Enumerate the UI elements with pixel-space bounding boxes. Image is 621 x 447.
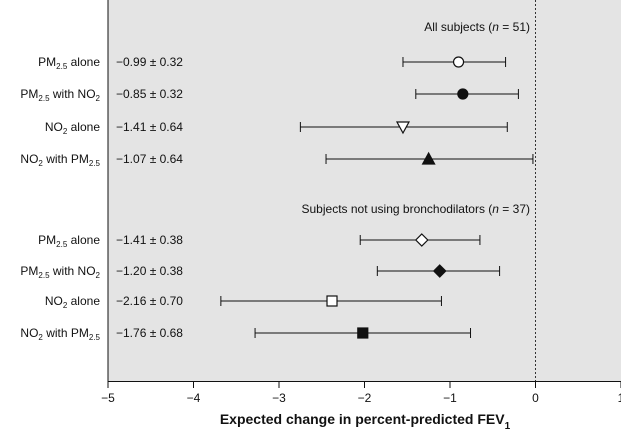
estimate-value: −0.99 ± 0.32 [116, 55, 183, 69]
x-tick-label: 0 [532, 391, 539, 405]
estimate-row: PM2.5 alone −0.99 ± 0.32 [38, 55, 507, 71]
row-label: NO2 with PM2.5 [20, 326, 100, 342]
group-title: All subjects (n = 51) [424, 20, 530, 34]
subject-group: All subjects (n = 51) PM2.5 alone −0.99 ± … [20, 20, 534, 168]
estimate-row: NO2 with PM2.5 −1.07 ± 0.64 [20, 151, 534, 168]
square-marker [326, 295, 338, 307]
estimate-value: −1.41 ± 0.38 [116, 233, 183, 247]
x-tick-label: −2 [358, 391, 372, 405]
estimate-value: −1.76 ± 0.68 [116, 326, 183, 340]
row-label: NO2 with PM2.5 [20, 152, 100, 168]
estimate-row: PM2.5 alone −1.41 ± 0.38 [38, 233, 481, 249]
estimate-value: −2.16 ± 0.70 [116, 294, 183, 308]
diamond-marker [414, 233, 429, 247]
triangle-up-marker [421, 151, 436, 165]
estimate-value: −1.07 ± 0.64 [116, 152, 183, 166]
square-marker [357, 327, 369, 339]
plot-panel [108, 0, 621, 381]
estimate-row: NO2 alone −1.41 ± 0.64 [45, 120, 508, 136]
triangle-down-marker [395, 121, 410, 135]
estimate-value: −1.41 ± 0.64 [116, 120, 183, 134]
x-tick-label: 1 [618, 391, 621, 405]
estimate-value: −0.85 ± 0.32 [116, 87, 183, 101]
row-label: PM2.5 alone [38, 233, 100, 249]
x-tick-label: −3 [272, 391, 286, 405]
x-tick-label: −1 [443, 391, 457, 405]
row-label: PM2.5 with NO2 [20, 264, 100, 280]
estimate-row: NO2 with PM2.5 −1.76 ± 0.68 [20, 326, 472, 342]
circle-marker [457, 88, 469, 100]
row-label: NO2 alone [45, 120, 100, 136]
row-label: NO2 alone [45, 294, 100, 310]
estimate-value: −1.20 ± 0.38 [116, 264, 183, 278]
row-label: PM2.5 with NO2 [20, 87, 100, 103]
group-title: Subjects not using bronchodilators (n = … [302, 202, 531, 216]
x-axis-label: Expected change in percent-predicted FEV… [220, 411, 511, 432]
row-label: PM2.5 alone [38, 55, 100, 71]
x-tick-label: −5 [101, 391, 115, 405]
circle-marker [452, 56, 465, 68]
subject-group: Subjects not using bronchodilators (n = … [20, 202, 530, 342]
diamond-marker [432, 264, 447, 278]
estimate-row: PM2.5 with NO2 −0.85 ± 0.32 [20, 87, 519, 103]
estimate-row: NO2 alone −2.16 ± 0.70 [45, 294, 442, 310]
estimate-row: PM2.5 with NO2 −1.20 ± 0.38 [20, 264, 501, 280]
x-tick-label: −4 [187, 391, 201, 405]
